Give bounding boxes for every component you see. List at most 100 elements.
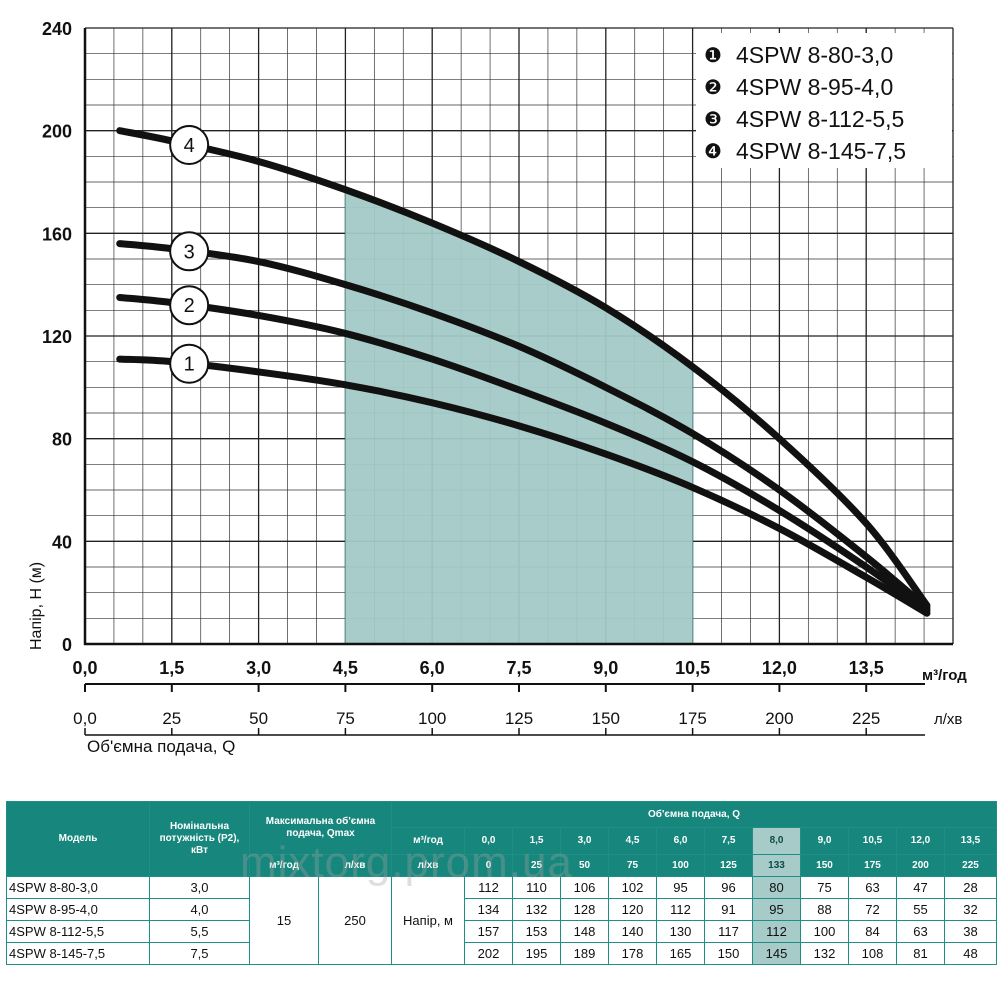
q-lmin: 125 (704, 854, 754, 877)
table-row: 4SPW 8-112-5,5 5,5 157 153 148 140 130 1… (6, 920, 998, 943)
q-m3h: 12,0 (896, 827, 946, 855)
q-m3h: 0,0 (464, 827, 514, 855)
q-lmin: 75 (608, 854, 658, 877)
curve-series-2 (116, 294, 931, 615)
head-value: 112 (752, 920, 802, 943)
x-tick-labels-m3h: 0,0 1,5 3,0 4,5 6,0 7,5 9,0 10,5 12,0 13,5 (72, 658, 884, 692)
curve-badge-label-4: 4 (184, 135, 195, 157)
header-qmax: Максимальна об'ємна подача, Qmax (248, 801, 393, 855)
q-lmin: 175 (848, 854, 898, 877)
header-flow: Об'ємна подача, Q (391, 801, 998, 828)
table-row: 4SPW 8-95-4,0 4,0 134 132 128 120 112 91… (6, 898, 998, 921)
head-value: 28 (944, 876, 998, 899)
head-value: 117 (704, 920, 754, 943)
curve-badge-1 (169, 343, 210, 384)
x-tick-label-m3h: 1,5 (159, 658, 184, 678)
head-value: 81 (896, 942, 946, 965)
model-name: 4SPW 8-145-7,5 (6, 942, 150, 965)
curve-series-3 (116, 240, 931, 612)
x-tick-label-lmin: 225 (852, 709, 880, 728)
legend-label-4: 4SPW 8-145-7,5 (736, 138, 906, 164)
head-value: 178 (608, 942, 658, 965)
y-tick-label: 80 (52, 430, 72, 450)
head-value: 91 (704, 898, 754, 921)
head-value: 38 (944, 920, 998, 943)
q-m3h: 9,0 (800, 827, 850, 855)
qmax-m3h-value: 15 (249, 876, 319, 965)
head-value: 128 (560, 898, 610, 921)
q-lmin: 100 (656, 854, 706, 877)
curve-series-1 (116, 355, 931, 617)
performance-table: Модель Номінальна потужність (P2), кВт М… (6, 801, 998, 965)
head-value: 189 (560, 942, 610, 965)
x-tick-label-m3h: 7,5 (506, 658, 531, 678)
legend-label-1: 4SPW 8-80-3,0 (736, 42, 893, 68)
header-flow-lmin: л/хв (391, 854, 466, 877)
head-value: 195 (512, 942, 562, 965)
head-value: 120 (608, 898, 658, 921)
y-tick-label: 160 (42, 224, 72, 244)
performance-curves (116, 127, 931, 617)
head-value: 96 (704, 876, 754, 899)
model-name: 4SPW 8-95-4,0 (6, 898, 150, 921)
q-lmin: 225 (944, 854, 998, 877)
head-value: 112 (464, 876, 514, 899)
y-axis-label: Напір, Н (м) (28, 562, 45, 650)
x-tick-label-m3h: 10,5 (675, 658, 710, 678)
head-value: 48 (944, 942, 998, 965)
head-value: 63 (896, 920, 946, 943)
head-value: 84 (848, 920, 898, 943)
curve-badge-3 (169, 231, 210, 272)
x-tick-label-m3h: 12,0 (762, 658, 797, 678)
q-lmin: 150 (800, 854, 850, 877)
q-m3h: 6,0 (656, 827, 706, 855)
model-name: 4SPW 8-80-3,0 (6, 876, 150, 899)
q-lmin: 200 (896, 854, 946, 877)
head-value: 148 (560, 920, 610, 943)
head-value: 112 (656, 898, 706, 921)
axes (83, 28, 953, 736)
q-m3h: 7,5 (704, 827, 754, 855)
y-tick-label: 200 (42, 122, 72, 142)
legend-label-3: 4SPW 8-112-5,5 (736, 106, 904, 132)
head-value: 47 (896, 876, 946, 899)
x-tick-label-m3h: 4,5 (333, 658, 358, 678)
head-value: 130 (656, 920, 706, 943)
head-value: 75 (800, 876, 850, 899)
x-tick-label-m3h: 9,0 (593, 658, 618, 678)
x-tick-label-lmin: 150 (592, 709, 620, 728)
legend: ❶ 4SPW 8-80-3,0 ❷ 4SPW 8-95-4,0 ❸ 4SPW 8… (696, 33, 952, 168)
head-value: 132 (800, 942, 850, 965)
model-name: 4SPW 8-112-5,5 (6, 920, 150, 943)
head-value: 145 (752, 942, 802, 965)
head-value: 32 (944, 898, 998, 921)
curve-badge-label-2: 2 (184, 295, 195, 317)
x-axis-label: Об'ємна подача, Q (87, 737, 235, 756)
power-value: 7,5 (149, 942, 250, 965)
curve-series-4 (116, 127, 931, 609)
head-value: 153 (512, 920, 562, 943)
x-axis-unit-m3h: м³/год (922, 667, 967, 684)
x-tick-label-lmin: 25 (162, 709, 181, 728)
x-tick-label-lmin: 175 (678, 709, 706, 728)
power-value: 5,5 (149, 920, 250, 943)
q-lmin: 133 (752, 854, 802, 877)
x-axis-unit-lmin: л/хв (934, 711, 962, 728)
legend-marker-3: ❸ (704, 109, 722, 131)
head-value: 108 (848, 942, 898, 965)
header-power: Номінальна потужність (P2), кВт (149, 801, 250, 877)
head-value: 80 (752, 876, 802, 899)
q-lmin: 0 (464, 854, 514, 877)
head-value: 100 (800, 920, 850, 943)
curve-badge-4 (169, 125, 210, 166)
header-model: Модель (6, 801, 150, 877)
head-value: 106 (560, 876, 610, 899)
curve-labels: 1 2 3 4 (169, 125, 210, 384)
q-m3h: 8,0 (752, 827, 802, 855)
y-tick-label: 40 (52, 532, 72, 552)
table-row: 4SPW 8-145-7,5 7,5 202 195 189 178 165 1… (6, 942, 998, 965)
performance-table-container: Модель Номінальна потужність (P2), кВт М… (6, 801, 998, 965)
head-value: 134 (464, 898, 514, 921)
head-value: 95 (656, 876, 706, 899)
x-tick-label-m3h: 3,0 (246, 658, 271, 678)
